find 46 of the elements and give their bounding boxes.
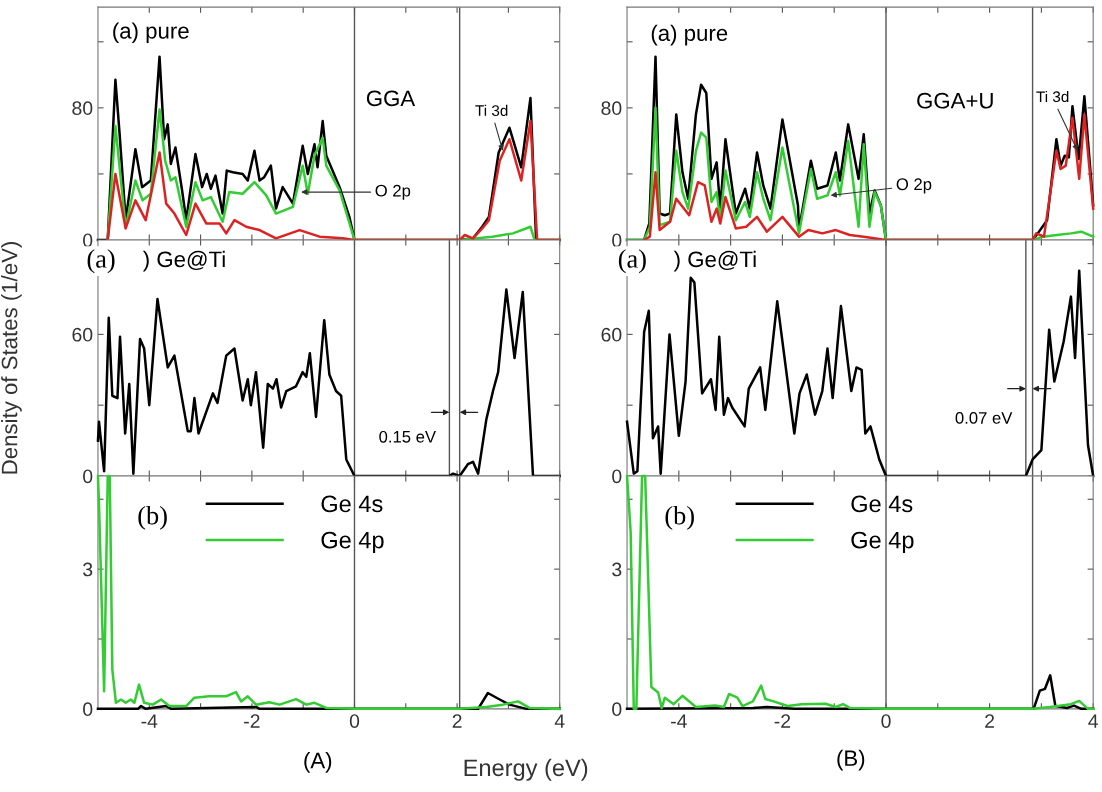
text: (A)	[304, 752, 332, 773]
annotation: (a)	[87, 249, 115, 274]
annotation: (a) pure	[651, 24, 728, 46]
annotation: (b)	[138, 505, 167, 530]
y-tick-label: 0	[83, 233, 93, 248]
annotation: ) Ge@Ti	[673, 250, 756, 272]
x-tick-label: 0	[349, 714, 360, 728]
text: (B)	[837, 749, 865, 771]
y-tick-label: 60	[72, 327, 93, 342]
x-tick-label: -2	[244, 714, 260, 728]
annotation: O 2p	[375, 184, 411, 200]
y-tick-label: 3	[83, 562, 93, 577]
x-tick-label: 2	[985, 714, 995, 728]
legend-label: Ge 4s	[851, 495, 913, 513]
y-tick-label: 0	[83, 702, 93, 717]
annotation: Ti 3d	[1036, 90, 1069, 103]
annotation: GGA	[366, 90, 416, 107]
x-tick-label: 4	[1088, 714, 1099, 728]
x-tick-label: -4	[671, 714, 687, 728]
annotation: Ti 3d	[475, 104, 508, 117]
y-tick-label: 0	[612, 233, 622, 248]
y-tick-label: 3	[612, 562, 622, 577]
annotation: (b)	[665, 505, 694, 530]
y-tick-label: 0	[612, 469, 622, 484]
x-tick-label: 2	[452, 714, 462, 728]
x-tick-label: 4	[554, 714, 565, 728]
annotation: 0.15 eV	[379, 430, 436, 443]
y-tick-label: 60	[601, 327, 622, 342]
annotation: 0.07 eV	[955, 412, 1013, 424]
annotation: (a) pure	[113, 22, 189, 44]
legend-label: Ge 4p	[321, 531, 384, 554]
y-axis-title: Density of States (1/eV)	[1, 242, 22, 474]
annotation: O 2p	[896, 178, 932, 194]
annotation: ) Ge@Ti	[142, 250, 225, 272]
y-tick-label: 80	[601, 101, 622, 116]
y-tick-label: 80	[72, 101, 93, 116]
y-tick-label: 0	[612, 702, 622, 717]
legend-label: Ge 4s	[321, 495, 383, 513]
annotation: (a)	[618, 249, 646, 274]
x-axis-title: Energy (eV)	[464, 758, 588, 781]
legend-label: Ge 4p	[851, 531, 914, 554]
y-tick-label: 0	[83, 469, 93, 484]
x-tick-label: 0	[881, 714, 891, 728]
x-tick-label: -4	[141, 714, 158, 728]
annotation: GGA+U	[917, 92, 993, 109]
x-tick-label: -2	[774, 714, 791, 728]
